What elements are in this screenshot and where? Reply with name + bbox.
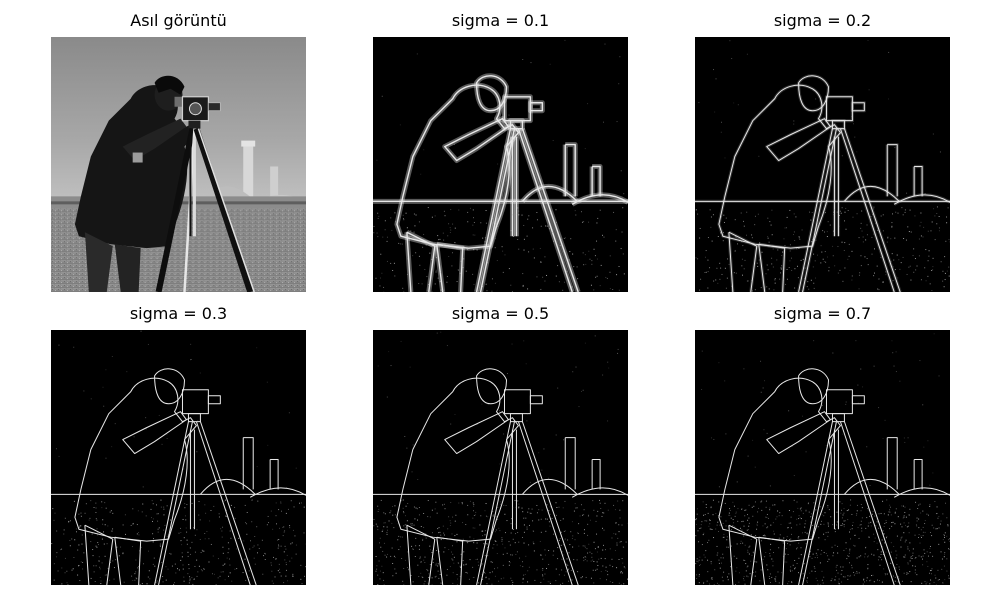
panel-title: sigma = 0.7 (773, 304, 872, 323)
original-photo (51, 37, 306, 292)
edge-image (695, 330, 950, 585)
edge-image (51, 330, 306, 585)
edge-image (373, 330, 628, 585)
panel-title: sigma = 0.2 (773, 11, 872, 30)
edge-image (373, 37, 628, 292)
panel-title: Asıl görüntü (130, 11, 227, 30)
panel-title: sigma = 0.3 (129, 304, 228, 323)
panel-title: sigma = 0.5 (451, 304, 550, 323)
panel-title: sigma = 0.1 (451, 11, 550, 30)
edge-image (695, 37, 950, 292)
